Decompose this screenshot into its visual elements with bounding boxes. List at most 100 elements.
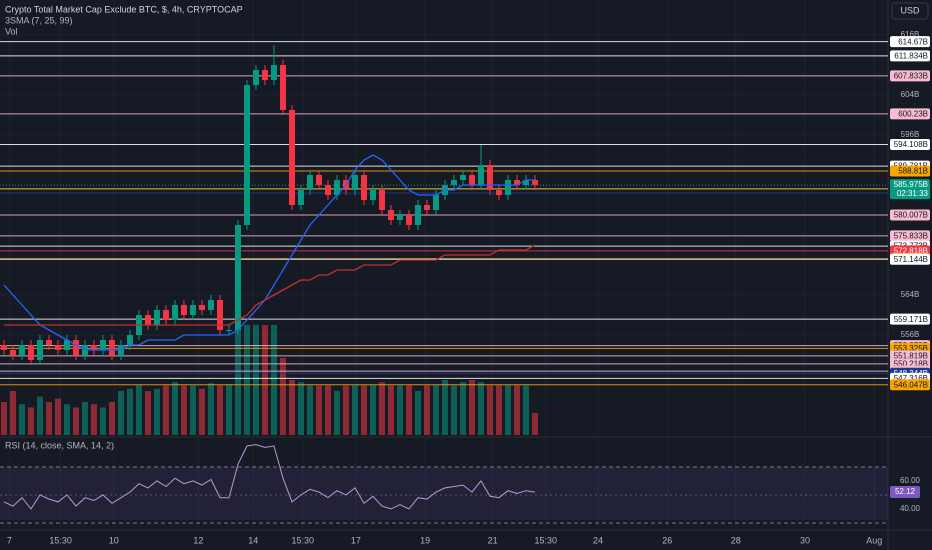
current-price-tag bbox=[890, 179, 930, 200]
volume-label: Vol bbox=[5, 26, 18, 36]
rsi-line bbox=[3, 444, 536, 510]
y-tick-label: 564B bbox=[901, 290, 920, 299]
rsi-title: RSI (14, close, SMA, 14, 2) bbox=[5, 440, 114, 450]
volume-bar bbox=[459, 382, 466, 435]
candle-body bbox=[72, 340, 79, 355]
level-tag bbox=[890, 379, 930, 391]
level-tag bbox=[890, 209, 930, 221]
volume-bar bbox=[405, 385, 412, 435]
candle-body bbox=[396, 215, 403, 220]
rsi-tick-label: 60.00 bbox=[900, 476, 921, 485]
rsi-tick-label: 40.00 bbox=[900, 504, 921, 513]
candle-body bbox=[162, 310, 169, 320]
volume-bar bbox=[297, 382, 304, 435]
candle-body bbox=[387, 210, 394, 220]
x-tick-label: 26 bbox=[662, 535, 672, 545]
volume-bar bbox=[360, 385, 367, 435]
currency-button-label[interactable]: USD bbox=[900, 5, 920, 15]
candle-body bbox=[27, 345, 34, 360]
candle-body bbox=[468, 175, 475, 185]
volume-bar bbox=[81, 402, 88, 435]
candle-body bbox=[450, 180, 457, 185]
volume-bar bbox=[369, 385, 376, 435]
volume-bar bbox=[414, 391, 421, 435]
y-tick-label: 616B bbox=[901, 30, 920, 39]
volume-bar bbox=[45, 402, 52, 435]
level-tag bbox=[890, 70, 930, 82]
candle-body bbox=[99, 340, 106, 350]
candle-body bbox=[333, 180, 340, 195]
candle-body bbox=[405, 215, 412, 225]
currency-button[interactable] bbox=[891, 2, 929, 20]
candle-body bbox=[279, 65, 286, 110]
candle-body bbox=[171, 305, 178, 320]
x-tick-label: 15:30 bbox=[49, 535, 72, 545]
x-tick-label: Aug bbox=[866, 535, 882, 545]
level-tag-label: 600.23B bbox=[898, 109, 928, 118]
candle-body bbox=[234, 225, 241, 330]
level-tag-label: 551.819B bbox=[894, 352, 928, 361]
level-tag-label: 594.108B bbox=[894, 140, 928, 149]
candle-body bbox=[153, 310, 160, 325]
x-tick-label: 12 bbox=[193, 535, 203, 545]
candle-body bbox=[54, 345, 61, 350]
volume-bar bbox=[252, 325, 259, 435]
volume-bar bbox=[423, 385, 430, 435]
candle-body bbox=[36, 340, 43, 360]
level-tag bbox=[890, 313, 930, 325]
volume-bar bbox=[378, 382, 385, 435]
rsi-band bbox=[0, 466, 888, 520]
volume-bar bbox=[486, 385, 493, 435]
x-tick-label: 17 bbox=[351, 535, 361, 545]
volume-bar bbox=[243, 325, 250, 435]
volume-bar bbox=[9, 391, 16, 435]
candle-body bbox=[9, 350, 16, 355]
volume-bar bbox=[504, 385, 511, 435]
candle-body bbox=[144, 315, 151, 325]
volume-bar bbox=[387, 385, 394, 435]
y-tick-label: 596B bbox=[901, 130, 920, 139]
candle-body bbox=[198, 305, 205, 310]
candle-body bbox=[360, 175, 367, 200]
volume-bar bbox=[0, 402, 7, 435]
candle-body bbox=[270, 65, 277, 80]
level-tag-label: 547.316B bbox=[894, 374, 928, 383]
front-layer: 7 15:30 10 12 14 15:30 17 19 21 15:30 24 26 28 30 Aug 6… bbox=[7, 36, 930, 545]
level-tag-label: 572.818B bbox=[894, 247, 928, 256]
candle-body bbox=[477, 165, 484, 185]
volume-bar bbox=[135, 385, 142, 435]
candle-body bbox=[63, 340, 70, 350]
volume-bar bbox=[18, 404, 25, 435]
candle-body bbox=[306, 175, 313, 190]
volume-bar bbox=[54, 398, 61, 435]
volume-bar bbox=[144, 391, 151, 435]
volume-bar bbox=[189, 385, 196, 435]
x-tick-label: 15:30 bbox=[292, 535, 315, 545]
level-tag bbox=[890, 165, 930, 177]
candle-body bbox=[297, 190, 304, 205]
candle-body bbox=[252, 70, 259, 85]
volume-bar bbox=[324, 385, 331, 435]
volume-bar bbox=[99, 407, 106, 435]
volume-bar bbox=[171, 382, 178, 435]
level-tag-label: 559.171B bbox=[894, 315, 928, 324]
volume-bar bbox=[396, 385, 403, 435]
volume-bar bbox=[351, 385, 358, 435]
x-tick-label: 7 bbox=[7, 535, 12, 545]
level-tag-label: 546.047B bbox=[894, 380, 928, 389]
candle-body bbox=[243, 85, 250, 225]
volume-bar bbox=[531, 413, 538, 435]
volume-bar bbox=[261, 325, 268, 435]
level-tag-label: 588.81B bbox=[898, 167, 928, 176]
volume-bar bbox=[216, 385, 223, 435]
volume-bar bbox=[117, 391, 124, 435]
x-tick-label: 10 bbox=[109, 535, 119, 545]
x-tick-label: 14 bbox=[248, 535, 258, 545]
candle-body bbox=[261, 70, 268, 80]
volume-bar bbox=[180, 385, 187, 435]
volume-bar bbox=[450, 385, 457, 435]
candle-body bbox=[189, 305, 196, 315]
candle-body bbox=[207, 300, 214, 310]
level-tag-label: 571.144B bbox=[894, 255, 928, 264]
